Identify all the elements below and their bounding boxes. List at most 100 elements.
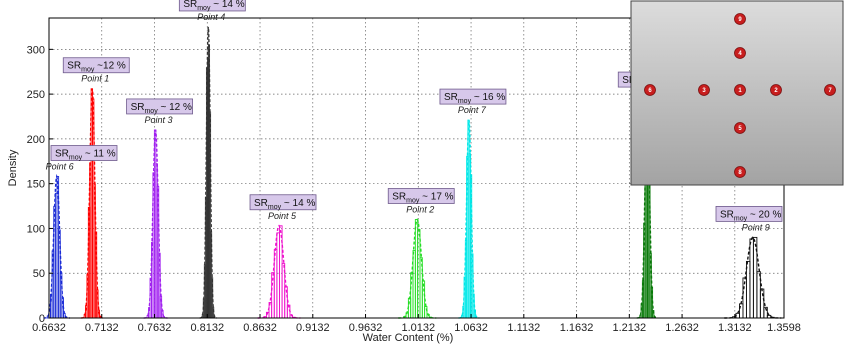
point-label: Point 3 — [145, 115, 173, 125]
sr-annotation-box — [178, 0, 246, 12]
x-tick-label: 0.8132 — [190, 322, 224, 334]
series-point-1 — [80, 88, 104, 319]
point-label: Point 4 — [197, 12, 225, 22]
location-inset: 9 4 6 3 1 2 7 5 8 — [630, 0, 844, 186]
marker-dot — [644, 84, 656, 96]
x-tick-label: 0.7132 — [85, 322, 119, 334]
sr-annotation-box — [439, 88, 507, 105]
inset-marker-7: 7 — [824, 84, 836, 96]
sr-prefix: SR — [183, 0, 197, 10]
fit-curve — [199, 26, 217, 319]
fit-curve — [724, 236, 782, 319]
tick-labels: 0.6632 0.7132 0.7632 0.8132 0.8632 0.9132 0.96… — [27, 44, 801, 334]
sr-value: ~ 14 % — [281, 198, 315, 209]
sr-annotation-box — [62, 57, 130, 74]
marker-label: 6 — [648, 88, 652, 94]
sr-prefix: SR — [392, 191, 406, 202]
sr-annotation-text: SRmoy ~ 20 % — [720, 209, 781, 222]
sr-subscript: moy — [69, 155, 83, 162]
sr-annotation-text: SRmoy ~ 16 % — [444, 92, 505, 105]
sr-annotation-text: SRmoy ~ 17 % — [392, 191, 453, 204]
sr-annotation-box — [249, 194, 317, 211]
sr-annotation-box — [715, 206, 783, 222]
sr-prefix: SR — [720, 209, 734, 220]
sr-subscript: moy — [81, 67, 95, 74]
sr-annotation: SRmoy ~ 17 % — [387, 188, 455, 204]
sr-value: ~ 14 % — [210, 0, 244, 10]
fit-curve — [398, 218, 437, 319]
y-tick-label: 50 — [33, 268, 45, 280]
series-point-4 — [199, 26, 217, 319]
series-point-2 — [398, 218, 437, 319]
marker-dot — [734, 13, 746, 25]
x-axis-label: Water Content (%) — [363, 332, 454, 344]
fit-curve — [143, 129, 168, 319]
marker-label: 8 — [738, 170, 742, 176]
sr-subscript: moy — [734, 215, 748, 222]
sr-annotation: SRmoy ~ 12 % — [126, 98, 193, 115]
sr-value: ~12 % — [94, 61, 126, 72]
x-tick-label: 1.3132 — [718, 322, 752, 334]
y-tick-label: 150 — [27, 179, 45, 191]
sr-value: ~ 16 % — [471, 92, 505, 103]
y-tick-label: 300 — [27, 44, 45, 56]
sr-annotation-box — [50, 145, 118, 161]
sr-annotation-text: SRmoy ~ 14 % — [254, 198, 315, 211]
marker-label: 5 — [738, 126, 742, 132]
point-label: Point 7 — [458, 105, 487, 115]
sr-annotation: SRmoy ~ 20 % — [715, 206, 783, 222]
series-point-6 — [43, 173, 70, 319]
point-label: Point 5 — [268, 211, 297, 221]
sr-annotation: SRmoy ~ 14 % — [249, 194, 317, 211]
sr-subscript: moy — [406, 197, 420, 204]
marker-dot — [734, 47, 746, 59]
sr-value: ~ 12 % — [158, 102, 192, 113]
inset-marker-6: 6 — [644, 84, 656, 96]
point-label: Point 9 — [742, 222, 770, 232]
sr-annotation: SRmoy ~ 14 % — [178, 0, 246, 12]
inset-marker-9: 9 — [734, 13, 746, 25]
series-point-3 — [143, 129, 168, 319]
sr-annotation-text: SRmoy ~ 11 % — [55, 149, 116, 162]
y-axis-label: Density — [7, 149, 19, 186]
sr-annotation-text: SRmoy ~12 % — [67, 61, 126, 74]
x-tick-label: 1.2132 — [612, 322, 646, 334]
sr-prefix: SR — [444, 92, 458, 103]
sr-prefix: SR — [55, 149, 69, 160]
x-tick-label: 0.8632 — [243, 322, 277, 334]
series-point-5 — [257, 224, 301, 319]
sr-annotation: SRmoy ~ 16 % — [439, 88, 507, 105]
y-tick-label: 0 — [39, 313, 45, 325]
marker-dot — [734, 84, 746, 96]
marker-dot — [734, 166, 746, 178]
sr-annotation-text: SRmoy ~ 14 % — [183, 0, 244, 12]
x-tick-label: 1.0132 — [401, 322, 435, 334]
fit-curve — [257, 224, 301, 319]
x-tick-label: 0.6632 — [32, 322, 66, 334]
inset-marker-2: 2 — [770, 84, 782, 96]
sr-annotation-box — [126, 98, 193, 115]
sr-subscript: moy — [144, 108, 158, 115]
sr-subscript: moy — [268, 204, 282, 211]
sr-prefix: SR — [254, 198, 268, 209]
sr-value: ~ 20 % — [747, 209, 781, 220]
inset-marker-1: 1 — [734, 84, 746, 96]
sr-subscript: moy — [458, 98, 472, 105]
x-tick-label: 1.1632 — [560, 322, 594, 334]
sr-value: ~ 11 % — [82, 149, 116, 160]
sr-annotation-box — [387, 188, 455, 204]
y-tick-label: 200 — [27, 134, 45, 146]
marker-label: 1 — [738, 88, 742, 94]
marker-label: 9 — [738, 17, 742, 23]
marker-dot — [770, 84, 782, 96]
x-tick-label: 1.3598 — [767, 322, 801, 334]
marker-label: 4 — [738, 51, 742, 57]
marker-dot — [698, 84, 710, 96]
sr-value: ~ 17 % — [419, 191, 453, 202]
series-point-9 — [724, 236, 782, 319]
inset-marker-3: 3 — [698, 84, 710, 96]
inset-marker-8: 8 — [734, 166, 746, 178]
x-tick-label: 0.9632 — [349, 322, 383, 334]
